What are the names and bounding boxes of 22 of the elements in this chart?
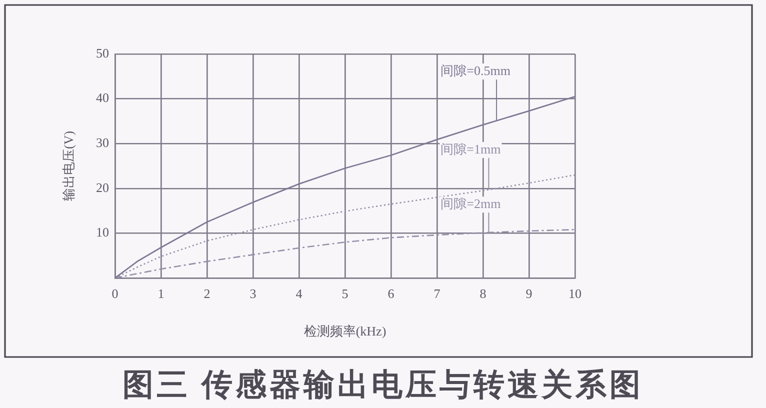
y-tick-label: 10 xyxy=(96,224,109,240)
x-tick-label: 3 xyxy=(250,286,256,302)
text: 间隙=0.5mm xyxy=(440,62,510,78)
x-tick-label: 0 xyxy=(112,286,118,302)
series-label: 间隙=2mm xyxy=(440,196,501,212)
y-axis-title: 输出电压(V) xyxy=(61,130,76,202)
y-tick-label: 30 xyxy=(96,135,109,150)
x-axis-title: 检测频率(kHz) xyxy=(304,324,386,339)
text: 图三 传感器输出电压与转速关系图 xyxy=(122,366,644,404)
x-tick-label: 4 xyxy=(296,286,303,302)
y-tick-label: 40 xyxy=(96,90,109,106)
x-tick-label: 9 xyxy=(526,286,532,302)
x-tick-label: 7 xyxy=(434,286,441,302)
x-tick-label: 10 xyxy=(568,286,582,302)
x-tick-label: 1 xyxy=(158,286,164,302)
y-tick-label: 50 xyxy=(96,45,109,60)
x-tick-label: 5 xyxy=(342,286,348,302)
x-tick-label: 2 xyxy=(204,286,210,302)
x-tick-label: 6 xyxy=(388,286,395,302)
x-tick-label: 8 xyxy=(480,286,486,302)
y-tick-label: 20 xyxy=(96,180,109,195)
text: 间隙=1mm xyxy=(440,141,501,156)
